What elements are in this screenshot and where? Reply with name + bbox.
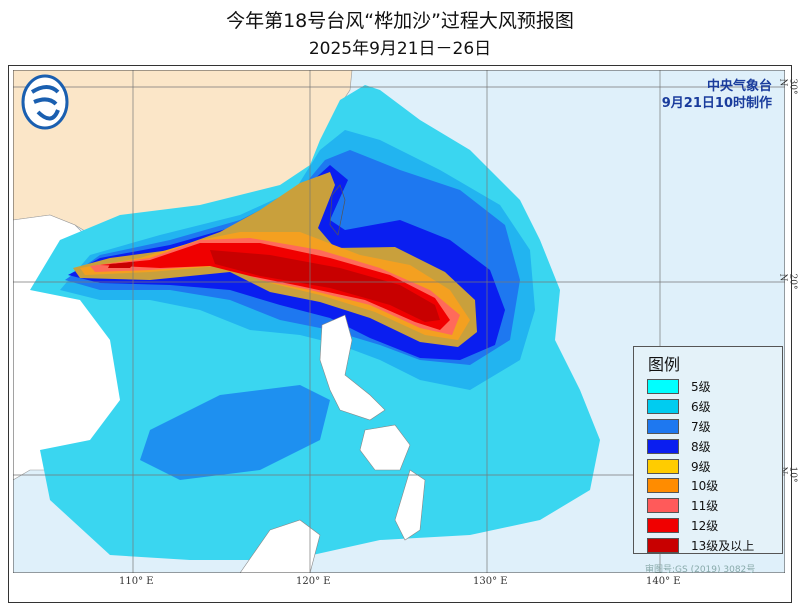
- cma-logo: [21, 74, 69, 130]
- legend-title: 图例: [648, 355, 681, 374]
- legend-label: 11级: [691, 499, 719, 514]
- legend-item: 10级: [647, 476, 782, 496]
- zone-13-plus: [108, 250, 440, 322]
- legend-label: 8级: [691, 439, 711, 454]
- map-canvas: [13, 70, 785, 573]
- legend-item: 7级: [647, 417, 782, 437]
- zone-12: [100, 243, 450, 330]
- lon-label-140: 140° E: [646, 576, 681, 587]
- legend-label: 9级: [691, 459, 711, 474]
- map-approval-number: 审图号:GS (2019) 3082号: [645, 565, 756, 575]
- legend-item: 6级: [647, 397, 782, 417]
- legend-swatch: [647, 418, 679, 434]
- legend-swatch: [647, 537, 679, 553]
- legend-item: 5级: [647, 377, 782, 397]
- agency-label: 中央气象台 9月21日10时制作: [662, 78, 772, 112]
- legend-label: 6级: [691, 400, 711, 415]
- legend-item: 12级: [647, 516, 782, 536]
- legend-item: 13级及以上: [647, 535, 782, 555]
- map-subtitle: 2025年9月21日－26日: [308, 39, 492, 59]
- legend-swatch: [647, 458, 679, 474]
- legend-item: 11级: [647, 496, 782, 516]
- legend-swatch: [647, 438, 679, 454]
- legend-swatch: [647, 517, 679, 533]
- legend-label: 10级: [691, 479, 719, 494]
- legend-label: 5级: [691, 380, 711, 395]
- taiwan-island: [329, 184, 346, 236]
- agency-name: 中央气象台: [706, 79, 772, 94]
- wind-zones: [30, 85, 600, 560]
- legend-swatch: [647, 379, 679, 395]
- lat-label-20: 20° N: [777, 273, 798, 290]
- lon-label-120: 120° E: [296, 576, 331, 587]
- legend-swatch: [647, 498, 679, 514]
- outer-frame: [8, 65, 792, 603]
- lon-label-130: 130° E: [473, 576, 508, 587]
- legend-item: 9级: [647, 456, 782, 476]
- philippines-land: [319, 314, 426, 541]
- map-title: 今年第18号台风“桦加沙”过程大风预报图: [226, 10, 574, 32]
- issue-time: 9月21日10时制作: [661, 96, 772, 111]
- lat-label-30: 30° N: [777, 78, 798, 95]
- legend-label: 13级及以上: [691, 538, 755, 553]
- zone-6-south: [140, 385, 330, 480]
- legend-swatch: [647, 399, 679, 415]
- legend-label: 12级: [691, 518, 719, 533]
- lon-label-110: 110° E: [119, 576, 154, 587]
- legend-swatch: [647, 478, 679, 494]
- legend: 图例 5级 6级 7级 8级 9级 10级 11级 12级 13级及以上: [633, 346, 783, 554]
- legend-label: 7级: [691, 419, 711, 434]
- legend-item: 8级: [647, 436, 782, 456]
